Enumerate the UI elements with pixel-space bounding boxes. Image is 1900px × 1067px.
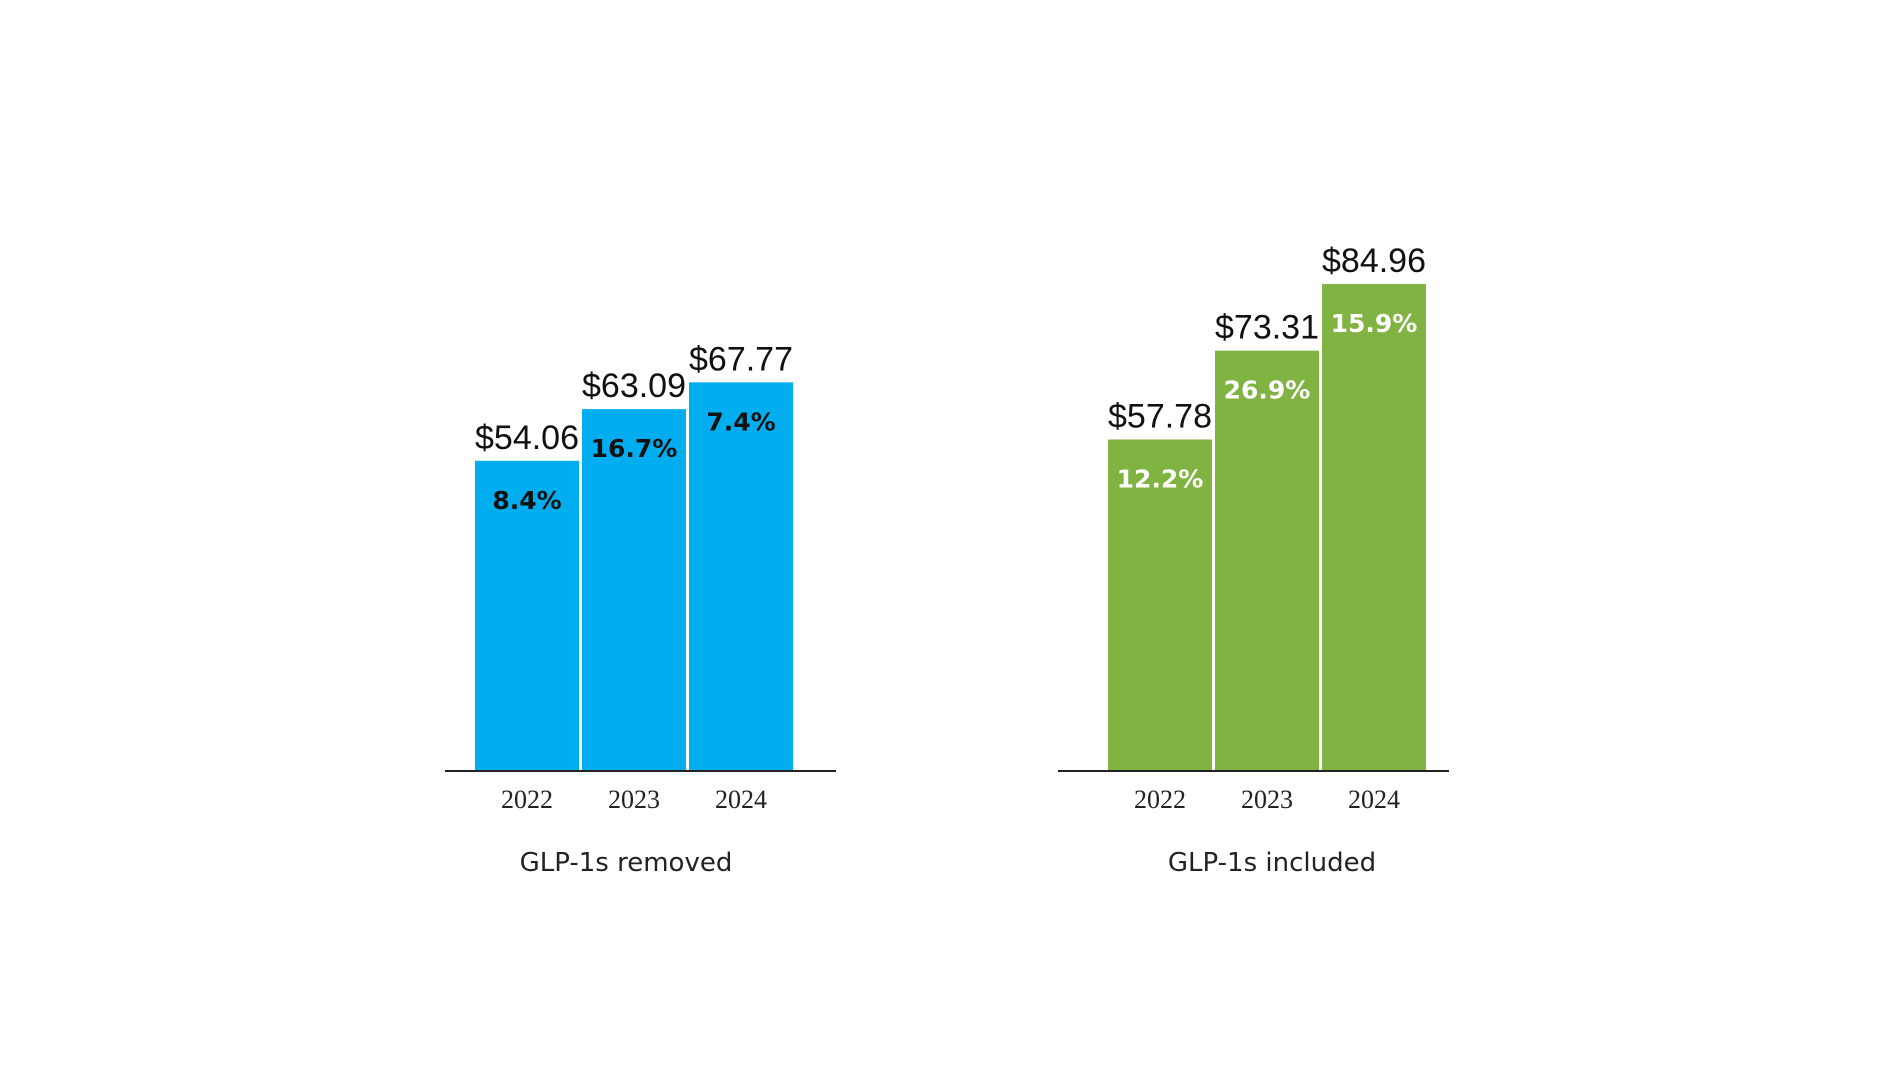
change-label: 7.4%: [706, 407, 775, 436]
bar-2024: [689, 382, 793, 770]
bar-2022: [475, 460, 579, 770]
value-label: $63.09: [582, 367, 686, 405]
value-label: $54.06: [475, 419, 579, 457]
chart-caption: GLP-1s included: [1168, 848, 1376, 878]
x-tick-label: 2024: [715, 785, 767, 814]
value-label: $73.31: [1215, 309, 1319, 347]
change-label: 8.4%: [492, 486, 561, 515]
x-tick-label: 2022: [1134, 785, 1186, 814]
bar-2022: [1108, 439, 1212, 770]
change-label: 15.9%: [1331, 309, 1418, 338]
bar-2023: [582, 409, 686, 770]
change-label: 26.9%: [1224, 376, 1311, 405]
value-label: $84.96: [1322, 242, 1426, 280]
bar-2024: [1322, 284, 1426, 770]
x-tick-label: 2024: [1348, 785, 1400, 814]
chart-panel-glp1-removed: $54.06 8.4% 2022 $63.09 16.7% 2023 $67.77 7.4% 2…: [445, 340, 836, 878]
chart-caption: GLP-1s removed: [520, 848, 733, 878]
value-label: $67.77: [689, 340, 793, 378]
x-tick-label: 2023: [608, 785, 660, 814]
change-label: 12.2%: [1117, 464, 1204, 493]
x-tick-label: 2022: [501, 785, 553, 814]
chart-panel-glp1-included: $57.78 12.2% 2022 $73.31 26.9% 2023 $84.96 15.9…: [1058, 242, 1449, 878]
value-label: $57.78: [1108, 397, 1212, 435]
x-tick-label: 2023: [1241, 785, 1293, 814]
change-label: 16.7%: [591, 434, 678, 463]
bar-2023: [1215, 350, 1319, 770]
